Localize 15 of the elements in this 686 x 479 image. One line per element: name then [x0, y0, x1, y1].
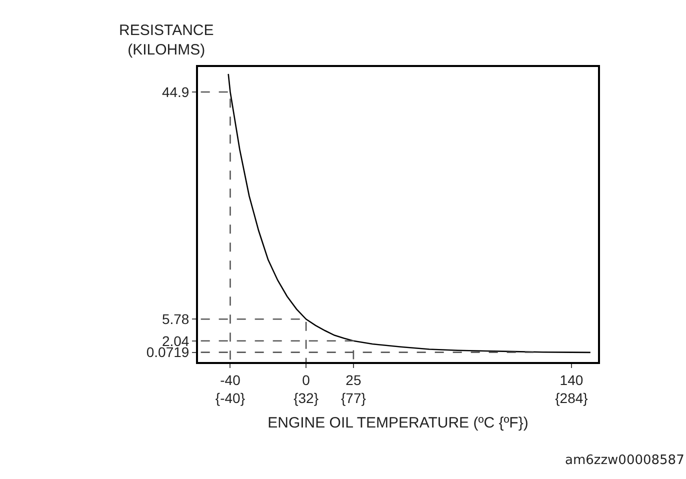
x-tick-label: 140	[560, 372, 584, 388]
line-series	[228, 73, 592, 354]
x2-tick-label: {284}	[555, 390, 588, 406]
x-tick-label: 0	[302, 372, 310, 388]
text: am6zzw00008587	[565, 453, 684, 468]
y-tick-label: 5.78	[162, 311, 190, 328]
x2-tick-label: {-40}	[215, 390, 246, 406]
x2-tick-label: {32}	[294, 390, 319, 406]
y-tick-label: 44.9	[162, 84, 190, 100]
x2-tick-label: {77}	[340, 390, 366, 406]
y-axis-title: RESISTANCE (KILOHMS)	[119, 22, 214, 58]
x-axis-title: ENGINE OIL TEMPERATURE (ºC {ºF})	[268, 414, 528, 432]
y-tick-label: 2.04	[162, 332, 190, 349]
x-tick-label: 25	[346, 372, 362, 388]
x-tick-label: -40	[220, 372, 241, 388]
